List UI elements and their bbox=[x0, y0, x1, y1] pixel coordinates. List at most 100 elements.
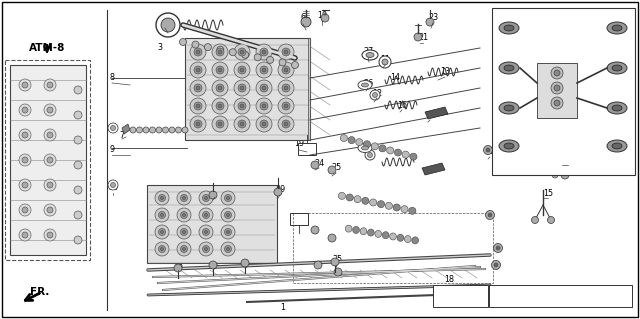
Circle shape bbox=[192, 41, 199, 48]
Ellipse shape bbox=[409, 207, 416, 214]
Circle shape bbox=[177, 225, 191, 239]
Bar bbox=[10, 65, 86, 255]
Circle shape bbox=[282, 102, 290, 110]
Circle shape bbox=[196, 104, 200, 108]
Circle shape bbox=[492, 261, 500, 270]
Circle shape bbox=[547, 217, 554, 224]
Circle shape bbox=[130, 127, 136, 133]
Circle shape bbox=[180, 195, 188, 202]
Ellipse shape bbox=[504, 65, 514, 71]
Circle shape bbox=[494, 263, 498, 267]
Circle shape bbox=[182, 231, 186, 234]
Circle shape bbox=[561, 156, 569, 164]
Bar bbox=[5, 60, 90, 260]
Circle shape bbox=[74, 86, 82, 94]
Circle shape bbox=[278, 116, 294, 132]
Circle shape bbox=[111, 182, 115, 188]
Text: 9: 9 bbox=[109, 145, 115, 154]
Circle shape bbox=[365, 150, 375, 160]
Text: 33: 33 bbox=[173, 261, 183, 270]
Circle shape bbox=[260, 102, 268, 110]
Circle shape bbox=[163, 127, 168, 133]
Circle shape bbox=[262, 86, 266, 90]
Circle shape bbox=[47, 232, 53, 238]
Text: 3: 3 bbox=[157, 43, 163, 53]
Ellipse shape bbox=[607, 62, 627, 74]
Circle shape bbox=[278, 62, 294, 78]
Circle shape bbox=[234, 116, 250, 132]
Text: 17: 17 bbox=[425, 110, 435, 120]
Bar bbox=[298, 143, 316, 155]
Text: FR.: FR. bbox=[30, 287, 50, 297]
Circle shape bbox=[111, 125, 115, 130]
Text: 11: 11 bbox=[380, 56, 390, 64]
Circle shape bbox=[212, 116, 228, 132]
Circle shape bbox=[150, 127, 156, 133]
Ellipse shape bbox=[401, 206, 408, 213]
Circle shape bbox=[238, 48, 246, 56]
Circle shape bbox=[205, 213, 207, 217]
Circle shape bbox=[382, 59, 388, 65]
Ellipse shape bbox=[504, 143, 514, 149]
Circle shape bbox=[177, 191, 191, 205]
Circle shape bbox=[22, 107, 28, 113]
Ellipse shape bbox=[366, 53, 374, 57]
Circle shape bbox=[216, 66, 224, 74]
Ellipse shape bbox=[353, 226, 360, 234]
Circle shape bbox=[216, 48, 224, 56]
Bar bbox=[489, 285, 632, 307]
Circle shape bbox=[47, 207, 53, 213]
Text: 22: 22 bbox=[210, 188, 220, 197]
Ellipse shape bbox=[397, 234, 404, 241]
Circle shape bbox=[180, 211, 188, 219]
Circle shape bbox=[488, 213, 492, 217]
Circle shape bbox=[367, 152, 372, 158]
Circle shape bbox=[331, 258, 339, 266]
Circle shape bbox=[256, 98, 272, 114]
Circle shape bbox=[22, 232, 28, 238]
Ellipse shape bbox=[378, 201, 385, 208]
Circle shape bbox=[372, 93, 378, 98]
Circle shape bbox=[221, 191, 235, 205]
Circle shape bbox=[161, 248, 163, 250]
Circle shape bbox=[169, 127, 175, 133]
Circle shape bbox=[19, 154, 31, 166]
Circle shape bbox=[241, 259, 249, 267]
Circle shape bbox=[159, 211, 166, 219]
Circle shape bbox=[240, 122, 244, 126]
Ellipse shape bbox=[394, 149, 401, 156]
Circle shape bbox=[301, 17, 311, 27]
Text: 23: 23 bbox=[428, 13, 438, 23]
Circle shape bbox=[190, 44, 206, 60]
Text: 30: 30 bbox=[108, 183, 118, 192]
Circle shape bbox=[260, 120, 268, 128]
Circle shape bbox=[225, 195, 232, 202]
Circle shape bbox=[486, 211, 495, 219]
Text: 16: 16 bbox=[397, 100, 407, 109]
Circle shape bbox=[182, 213, 186, 217]
Ellipse shape bbox=[358, 80, 372, 90]
Circle shape bbox=[234, 98, 250, 114]
Circle shape bbox=[274, 188, 282, 196]
Circle shape bbox=[143, 127, 149, 133]
Circle shape bbox=[328, 234, 336, 242]
Ellipse shape bbox=[612, 105, 622, 111]
Ellipse shape bbox=[382, 232, 389, 239]
Ellipse shape bbox=[612, 143, 622, 149]
Ellipse shape bbox=[499, 102, 519, 114]
Circle shape bbox=[177, 208, 191, 222]
Circle shape bbox=[256, 44, 272, 60]
Circle shape bbox=[328, 166, 336, 174]
Circle shape bbox=[254, 54, 261, 61]
Circle shape bbox=[262, 68, 266, 72]
Ellipse shape bbox=[364, 141, 371, 148]
Bar bbox=[492, 8, 635, 175]
Circle shape bbox=[234, 80, 250, 96]
Circle shape bbox=[554, 100, 560, 106]
Ellipse shape bbox=[360, 228, 367, 235]
Circle shape bbox=[108, 123, 118, 133]
Bar bbox=[308, 38, 310, 140]
Circle shape bbox=[216, 120, 224, 128]
Circle shape bbox=[161, 197, 163, 199]
Circle shape bbox=[44, 129, 56, 141]
